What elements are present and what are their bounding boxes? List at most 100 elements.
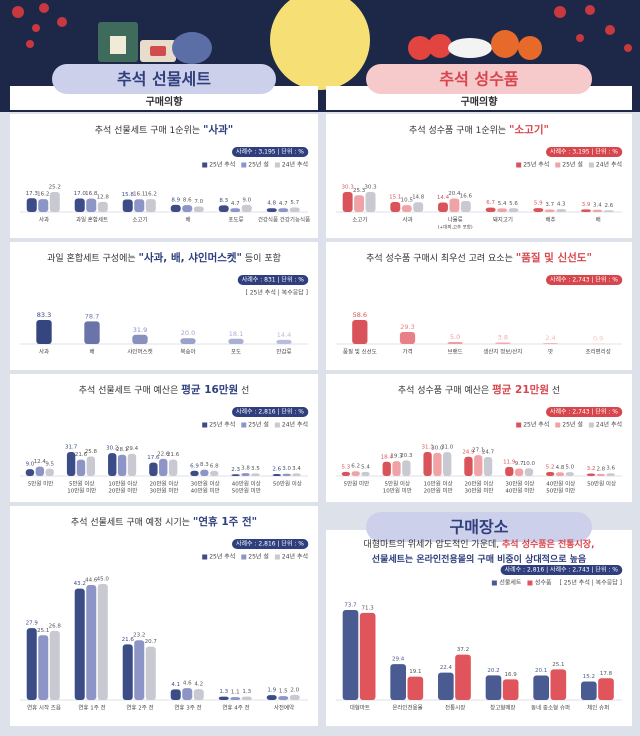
category-label: 40만원 미만 bbox=[191, 487, 220, 495]
bar bbox=[194, 689, 204, 700]
section-title: 추석 선물세트 bbox=[117, 70, 211, 89]
category-label: 30만원 미만 bbox=[150, 487, 179, 495]
bar bbox=[276, 340, 291, 344]
bar bbox=[134, 199, 144, 212]
category-label: 연휴 4주 전 bbox=[222, 704, 249, 712]
legend-swatch bbox=[275, 555, 280, 560]
category-label: 50만원 이상 bbox=[273, 480, 302, 488]
value-label: 20.1 bbox=[535, 668, 547, 674]
value-label: 8.3 bbox=[200, 462, 209, 468]
bar bbox=[38, 635, 48, 700]
value-label: 2.3 bbox=[231, 467, 240, 473]
bar bbox=[190, 471, 198, 476]
category-label: 5만원 이상 bbox=[385, 480, 411, 488]
title-part: "사과, 배, 샤인머스켓" bbox=[139, 251, 243, 264]
bar bbox=[474, 455, 482, 476]
sample-note: 사례수 : 2,816 | 단위 : % bbox=[236, 408, 304, 416]
value-label: 4.8 bbox=[267, 201, 276, 207]
value-label: 4.6 bbox=[183, 681, 192, 687]
section-title: 구매장소 bbox=[450, 518, 509, 537]
bar bbox=[36, 467, 44, 476]
category-label: 포도 bbox=[231, 349, 241, 356]
legend-swatch bbox=[589, 423, 594, 428]
bar bbox=[592, 210, 602, 212]
category-label: 20만원 이상 bbox=[150, 480, 179, 488]
title-part: 등이 포함 bbox=[242, 253, 281, 264]
bar bbox=[290, 695, 300, 700]
category-label: 배추 bbox=[545, 216, 555, 224]
value-label: 6.8 bbox=[210, 463, 219, 469]
category-label: 10만원 이상 bbox=[424, 480, 453, 488]
chart-title: 추석 선물세트 구매 예산은 평균 16만원 선 bbox=[79, 383, 250, 396]
title-part: 평균 16만원 bbox=[181, 383, 238, 396]
subnote: [ 25년 추석 | 복수응답 ] bbox=[245, 289, 308, 297]
value-label: 4.2 bbox=[194, 682, 203, 688]
bar bbox=[149, 463, 157, 476]
value-label: 5.3 bbox=[341, 464, 350, 470]
legend-swatch bbox=[555, 163, 560, 168]
bar bbox=[606, 473, 614, 476]
sample-note: 사례수 : 3,195 | 단위 : % bbox=[236, 148, 304, 156]
category-label: 30만원 이상 bbox=[505, 480, 534, 488]
bar bbox=[464, 457, 472, 476]
bar bbox=[543, 343, 558, 344]
bar bbox=[486, 675, 502, 700]
value-label: 27.9 bbox=[26, 621, 39, 627]
bar bbox=[200, 470, 208, 476]
bar bbox=[267, 695, 277, 700]
title-part: 추석 선물세트 구매 1순위는 bbox=[95, 125, 203, 136]
value-label: 30.3 bbox=[364, 185, 377, 191]
bar bbox=[273, 474, 281, 476]
bar bbox=[400, 332, 415, 344]
title-part: "소고기" bbox=[509, 123, 549, 136]
value-label: 17.8 bbox=[600, 671, 613, 677]
value-label: 25.2 bbox=[49, 185, 61, 191]
bar bbox=[251, 473, 259, 476]
value-label: 8.3 bbox=[219, 198, 228, 204]
legend-swatch bbox=[202, 163, 207, 168]
bar bbox=[455, 655, 471, 700]
chart-title: 추석 선물세트 구매 1순위는 "사과" bbox=[95, 123, 234, 136]
category-label: 40만원 이상 bbox=[232, 480, 261, 488]
bar bbox=[354, 195, 364, 212]
bar bbox=[36, 320, 51, 344]
bar bbox=[587, 474, 595, 476]
title-part: 추석 성수품 구매시 최우선 고려 요소는 bbox=[366, 253, 516, 264]
value-label: 16.1 bbox=[133, 192, 145, 198]
bar bbox=[533, 675, 549, 700]
chart-title: 추석 선물세트 구매 예정 시기는 "연휴 1주 전" bbox=[71, 515, 257, 528]
legend-swatch bbox=[275, 423, 280, 428]
legend-label: 24년 추석 bbox=[596, 161, 622, 169]
category-label: 만감류 bbox=[276, 348, 291, 356]
legend-swatch bbox=[241, 555, 246, 560]
subnote: [ 25년 추석 | 복수응답 ] bbox=[559, 579, 622, 587]
value-label: 43.2 bbox=[74, 581, 86, 587]
value-label: 6.9 bbox=[190, 463, 199, 469]
category-label: 과일 혼합세트 bbox=[76, 216, 108, 224]
value-label: 4.8 bbox=[556, 465, 565, 471]
value-label: 8.6 bbox=[183, 198, 192, 204]
category-label: 소고기 bbox=[352, 216, 367, 224]
value-label: 0.9 bbox=[593, 335, 603, 343]
value-label: 5.0 bbox=[450, 333, 460, 341]
description: 대형마트의 위세가 압도적인 가운데, 추석 성수품은 전통시장, bbox=[363, 538, 594, 550]
bar bbox=[604, 210, 614, 212]
legend-swatch bbox=[202, 423, 207, 428]
value-label: 45.0 bbox=[97, 577, 110, 583]
value-label: 23.2 bbox=[133, 633, 145, 639]
category-label: 전통시장 bbox=[445, 704, 465, 712]
category-label: 20만원 이상 bbox=[465, 480, 494, 488]
legend-swatch bbox=[527, 581, 532, 586]
legend-label: 25년 설 bbox=[248, 553, 269, 561]
category-label: 배 bbox=[89, 348, 94, 356]
bar bbox=[413, 202, 423, 212]
category-label: 샤인머스캣 bbox=[127, 348, 152, 356]
value-label: 4.7 bbox=[279, 201, 288, 207]
value-label: 15.1 bbox=[389, 195, 401, 201]
category-label: 연휴 3주 전 bbox=[174, 704, 201, 712]
bar bbox=[171, 689, 181, 700]
legend-swatch bbox=[555, 423, 560, 428]
bar bbox=[292, 473, 300, 476]
value-label: 58.6 bbox=[353, 311, 367, 319]
